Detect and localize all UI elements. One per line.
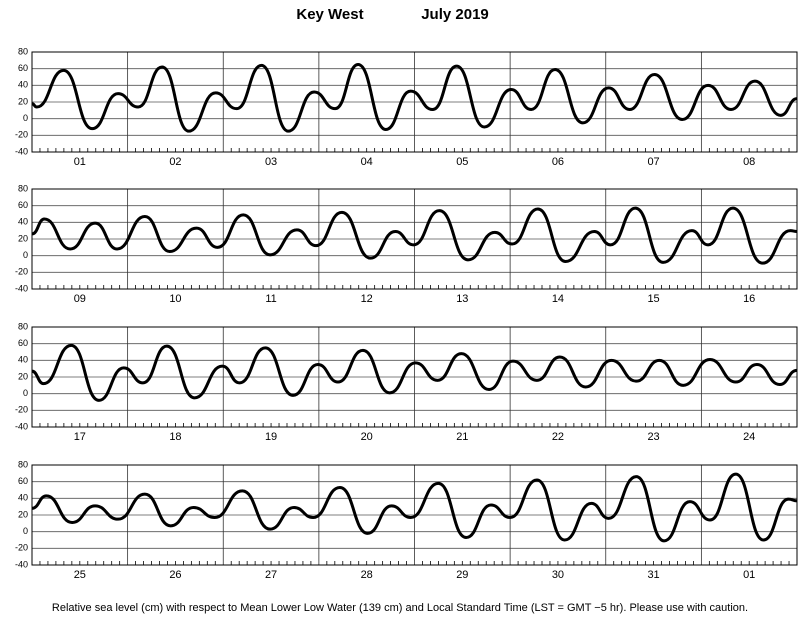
- y-tick-label: 0: [23, 388, 28, 398]
- x-tick-label: 28: [361, 569, 373, 581]
- x-tick-label: 06: [552, 156, 564, 168]
- y-tick-label: 80: [18, 183, 28, 193]
- x-tick-label: 17: [74, 431, 86, 443]
- x-tick-label: 21: [456, 431, 468, 443]
- y-tick-label: -40: [15, 146, 28, 156]
- x-tick-label: 04: [361, 156, 373, 168]
- y-tick-label: -40: [15, 421, 28, 431]
- x-tick-label: 03: [265, 156, 277, 168]
- x-tick-label: 07: [647, 156, 659, 168]
- x-tick-label: 18: [169, 431, 181, 443]
- plot-frame: [31, 464, 798, 566]
- tide-line: [31, 472, 798, 543]
- tide-line: [31, 206, 798, 265]
- x-tick-label: 10: [169, 293, 181, 305]
- x-tick-label: 27: [265, 569, 277, 581]
- y-tick-label: 80: [18, 321, 28, 331]
- y-tick-label: -20: [15, 267, 28, 277]
- footnote: Relative sea level (cm) with respect to …: [52, 602, 748, 614]
- x-tick-label: 20: [361, 431, 373, 443]
- chart-subtitle: July 2019: [421, 6, 489, 23]
- y-tick-label: 20: [18, 96, 28, 106]
- x-tick-label: 08: [743, 156, 755, 168]
- x-tick-label: 19: [265, 431, 277, 443]
- y-tick-label: 0: [23, 250, 28, 260]
- y-tick-label: 60: [18, 338, 28, 348]
- plot-frame: [31, 188, 798, 290]
- x-tick-label: 26: [169, 569, 181, 581]
- y-tick-label: 0: [23, 113, 28, 123]
- x-tick-label: 23: [647, 431, 659, 443]
- x-tick-label: 01: [74, 156, 86, 168]
- x-tick-label: 09: [74, 293, 86, 305]
- y-tick-label: 60: [18, 200, 28, 210]
- y-tick-label: 0: [23, 526, 28, 536]
- x-tick-label: 15: [647, 293, 659, 305]
- x-tick-label: 12: [361, 293, 373, 305]
- x-tick-label: 16: [743, 293, 755, 305]
- y-tick-label: 40: [18, 80, 28, 90]
- y-tick-label: -20: [15, 130, 28, 140]
- tide-line: [31, 62, 798, 133]
- y-tick-label: 40: [18, 217, 28, 227]
- tide-line: [31, 343, 798, 402]
- x-tick-label: 25: [74, 569, 86, 581]
- x-tick-label: 14: [552, 293, 564, 305]
- y-tick-label: -40: [15, 283, 28, 293]
- y-tick-label: 40: [18, 355, 28, 365]
- plot-frame: [31, 51, 798, 153]
- y-tick-label: 80: [18, 46, 28, 56]
- x-tick-label: 05: [456, 156, 468, 168]
- x-tick-label: 02: [169, 156, 181, 168]
- y-tick-label: 60: [18, 476, 28, 486]
- y-tick-label: 60: [18, 63, 28, 73]
- x-tick-label: 22: [552, 431, 564, 443]
- plot-frame: [31, 326, 798, 428]
- x-tick-label: 24: [743, 431, 755, 443]
- y-tick-label: -20: [15, 543, 28, 553]
- x-tick-label: 31: [647, 569, 659, 581]
- y-tick-label: -40: [15, 559, 28, 569]
- x-tick-label: 11: [265, 293, 276, 305]
- y-tick-label: 20: [18, 371, 28, 381]
- x-tick-label: 29: [456, 569, 468, 581]
- chart-title: Key West: [296, 6, 363, 23]
- x-tick-label: 30: [552, 569, 564, 581]
- y-tick-label: 80: [18, 459, 28, 469]
- y-tick-label: 20: [18, 233, 28, 243]
- y-tick-label: 20: [18, 509, 28, 519]
- y-tick-label: 40: [18, 493, 28, 503]
- x-tick-label: 01: [743, 569, 755, 581]
- x-tick-label: 13: [456, 293, 468, 305]
- y-tick-label: -20: [15, 405, 28, 415]
